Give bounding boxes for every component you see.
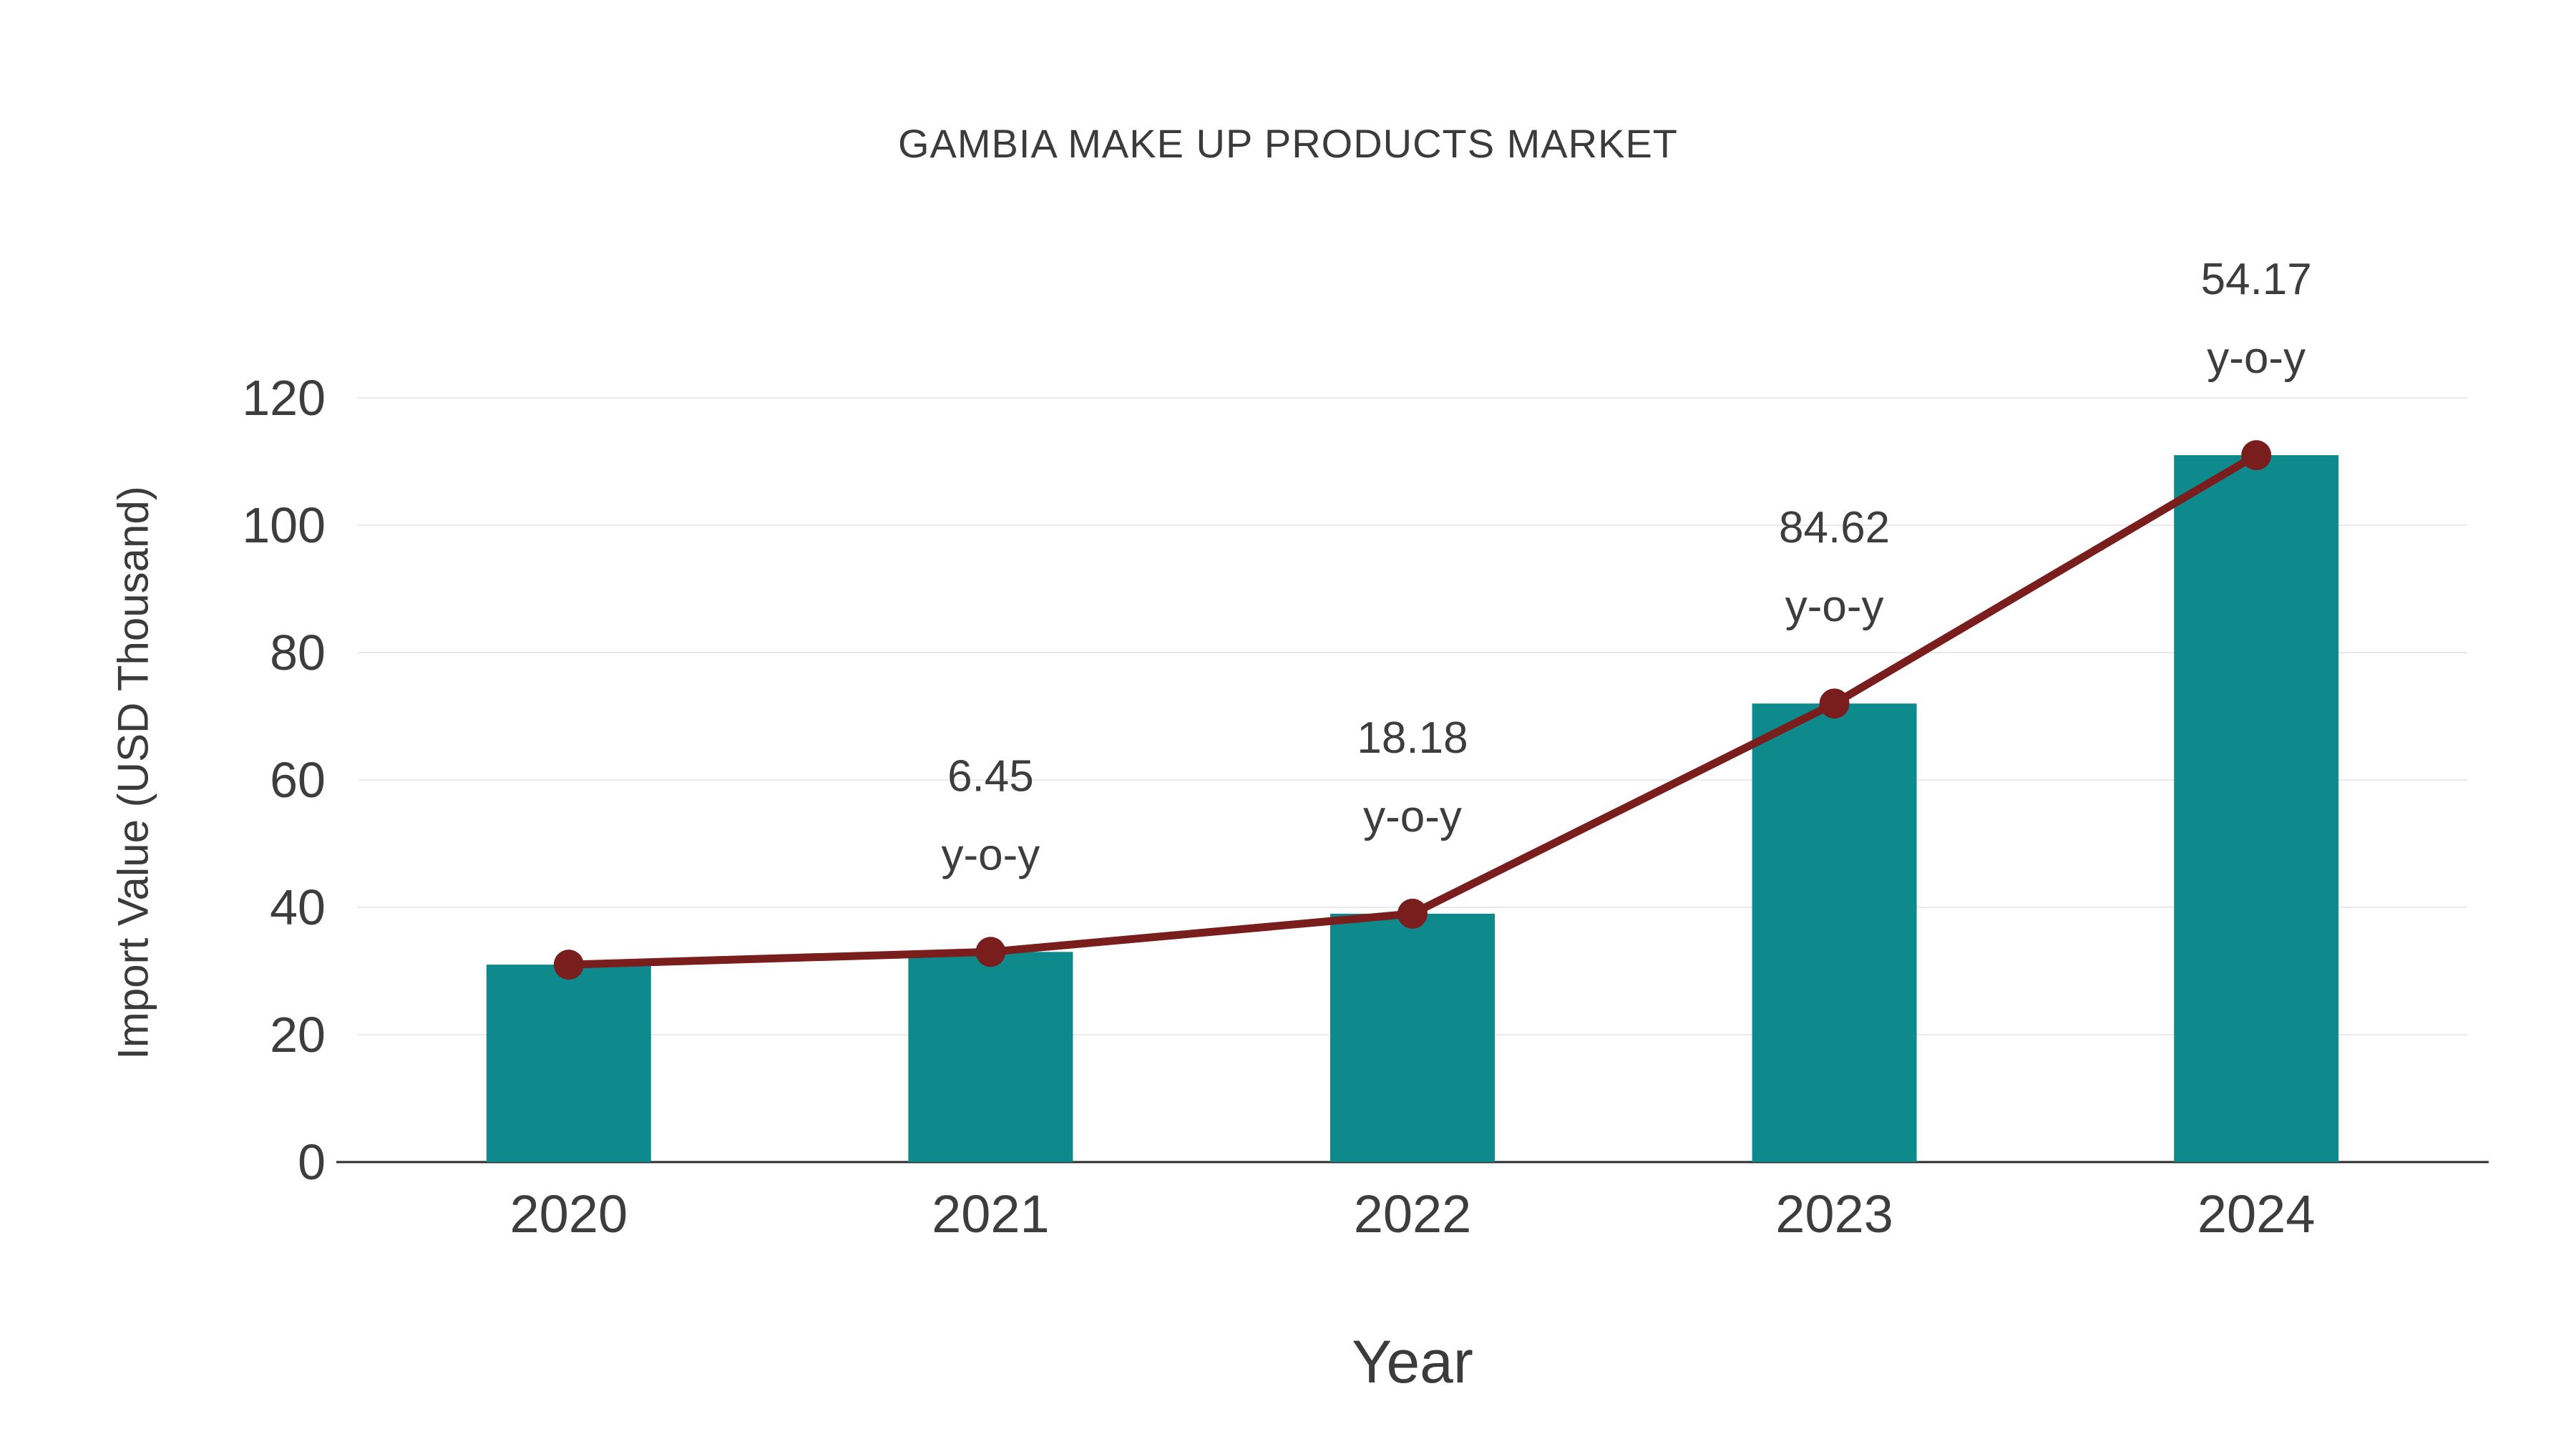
bar — [908, 952, 1073, 1162]
y-tick-label: 60 — [270, 752, 326, 808]
bar — [486, 965, 651, 1162]
trend-point — [1397, 898, 1428, 929]
trend-point — [553, 950, 584, 980]
trend-line — [565, 451, 2260, 969]
x-tick-label: 2024 — [2197, 1184, 2316, 1244]
x-tick-label: 2021 — [932, 1184, 1050, 1244]
annotation-label: y-o-y — [2207, 333, 2306, 383]
y-tick-label: 100 — [242, 497, 326, 553]
y-tick-label: 20 — [270, 1007, 326, 1063]
x-tick-label: 2022 — [1354, 1184, 1472, 1244]
annotation-value: 18.18 — [1357, 713, 1468, 763]
bar — [1330, 913, 1495, 1162]
x-axis-label: Year — [1352, 1328, 1473, 1395]
bar — [1752, 703, 1917, 1162]
chart-title: GAMBIA MAKE UP PRODUCTS MARKET — [897, 121, 1679, 166]
y-tick-label: 80 — [270, 625, 326, 680]
trend-point — [2241, 440, 2272, 471]
annotation-value: 54.17 — [2201, 255, 2312, 304]
annotation-label: y-o-y — [942, 830, 1040, 879]
annotation-value: 6.45 — [947, 751, 1034, 801]
trend-point — [975, 937, 1006, 967]
y-tick-label: 120 — [242, 370, 326, 426]
annotation-value: 84.62 — [1779, 503, 1890, 552]
annotation-label: y-o-y — [1363, 792, 1462, 841]
bar — [2174, 455, 2339, 1162]
annotation-label: y-o-y — [1785, 582, 1884, 631]
y-tick-label: 40 — [270, 879, 326, 935]
x-tick-label: 2020 — [509, 1184, 628, 1244]
y-tick-label: 0 — [298, 1134, 326, 1190]
x-tick-label: 2023 — [1775, 1184, 1893, 1244]
trend-point — [1819, 688, 1850, 719]
